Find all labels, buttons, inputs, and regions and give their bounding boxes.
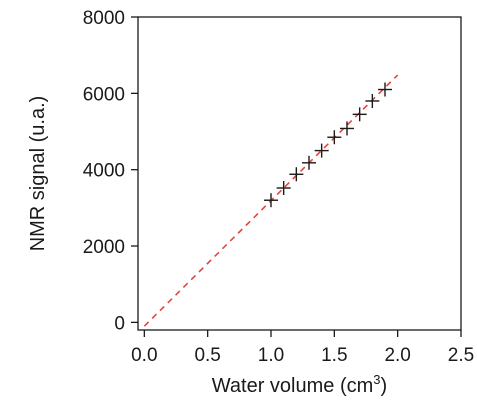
- y-tick-label: 6000: [83, 84, 125, 105]
- plot-frame: [137, 16, 462, 331]
- x-tick-label: 0.0: [131, 345, 157, 366]
- x-tick-label: 0.5: [194, 345, 220, 366]
- x-axis-title-superscript: 3: [373, 372, 380, 387]
- x-axis-title: Water volume (cm3): [212, 372, 387, 397]
- data-point: [340, 121, 354, 136]
- data-points-layer: [264, 82, 392, 208]
- data-point: [352, 107, 367, 122]
- x-tick-label: 2.5: [448, 345, 474, 366]
- x-tick-label: 1.0: [258, 345, 284, 366]
- data-point: [264, 193, 278, 208]
- y-tick-label: 0: [114, 313, 125, 334]
- data-point: [276, 181, 291, 196]
- x-tick-label: 1.5: [321, 345, 347, 366]
- x-axis: 0.0 0.5 1.0 1.5 2.0 2.5: [131, 330, 474, 366]
- data-point: [365, 93, 380, 108]
- data-point: [378, 82, 392, 97]
- y-tick-label: 4000: [83, 161, 125, 182]
- y-tick-label: 2000: [83, 237, 125, 258]
- data-point: [289, 167, 304, 182]
- y-axis: 0 2000 4000 6000 8000: [83, 8, 138, 334]
- data-point: [327, 130, 342, 145]
- x-axis-title-main: Water volume (cm: [212, 375, 374, 397]
- data-point: [302, 155, 316, 170]
- data-point: [314, 143, 329, 158]
- x-axis-title-suffix: ): [381, 375, 388, 397]
- x-tick-label: 2.0: [384, 345, 410, 366]
- y-tick-label: 8000: [83, 8, 125, 29]
- y-axis-title: NMR signal (u.a.): [27, 96, 49, 252]
